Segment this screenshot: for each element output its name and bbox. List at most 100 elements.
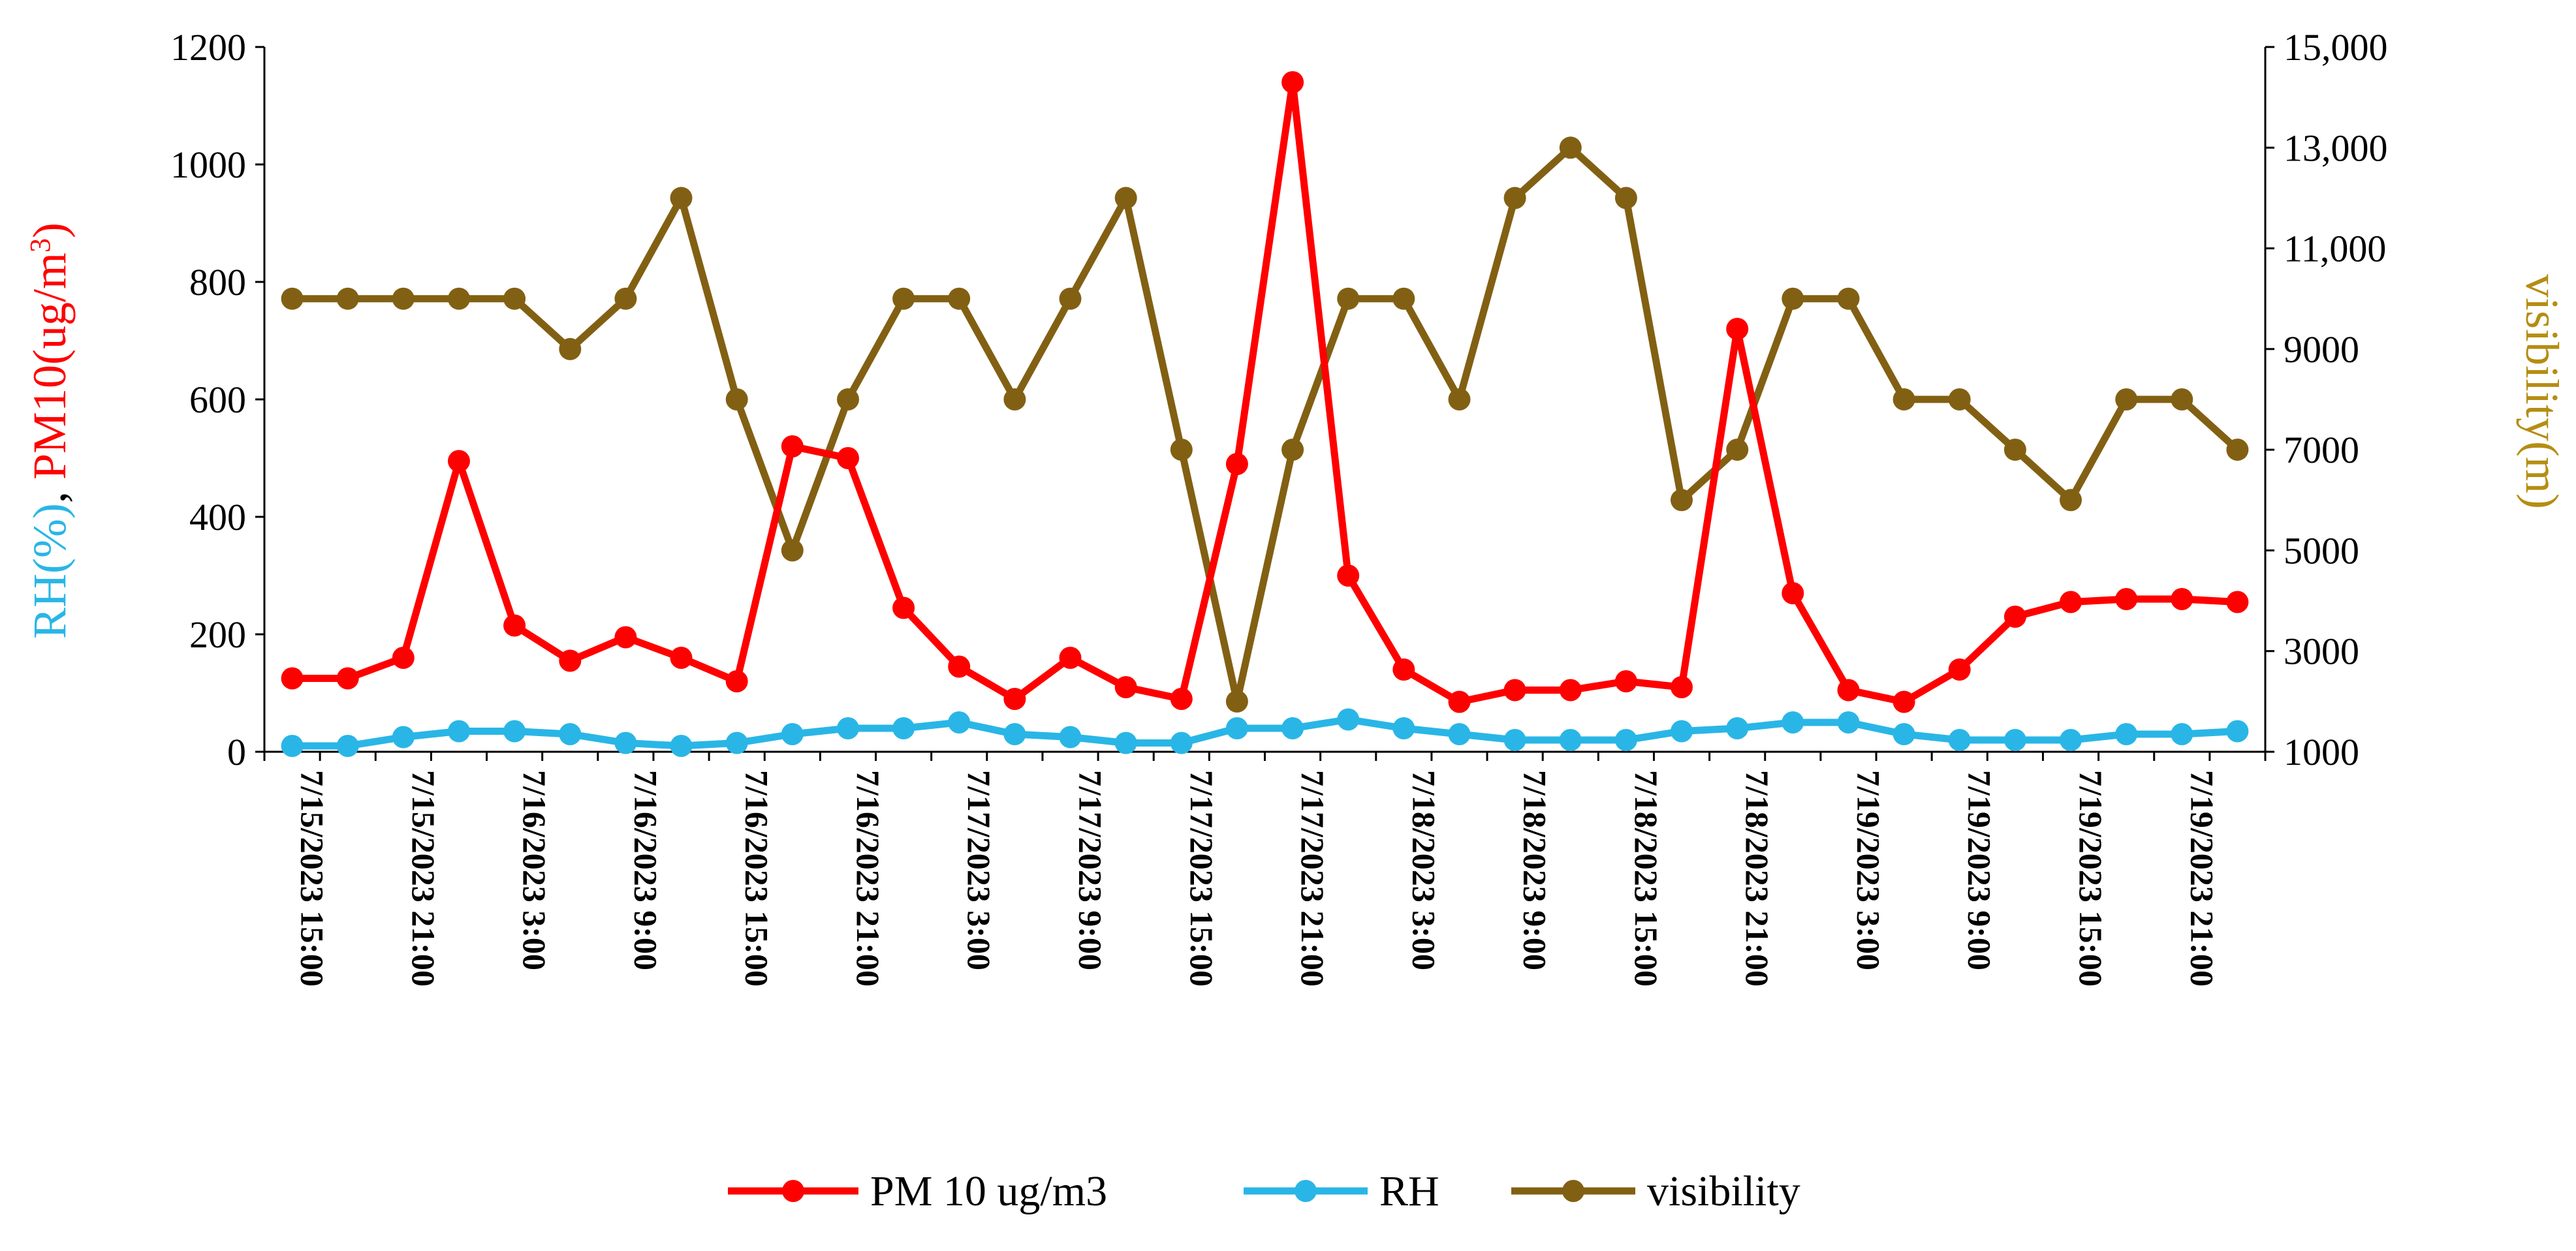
data-point	[1114, 732, 1137, 754]
data-point	[2003, 606, 2026, 628]
data-point	[1337, 287, 1360, 310]
y-right-tick-label: 5000	[2284, 529, 2359, 572]
y-right-tick-label: 9000	[2284, 328, 2359, 371]
data-point	[1726, 717, 1749, 739]
data-point	[614, 626, 637, 649]
data-point	[1614, 670, 1637, 692]
data-point	[2115, 388, 2138, 410]
data-point	[1448, 723, 1471, 745]
x-tick-label: 7/18/2023 3:00	[1406, 770, 1442, 970]
data-point	[1170, 732, 1193, 754]
data-point	[948, 711, 971, 734]
x-tick-label: 7/19/2023 9:00	[1962, 770, 1998, 970]
data-point	[559, 649, 582, 672]
data-point	[2060, 729, 2082, 751]
data-point	[1281, 439, 1304, 461]
data-point	[2115, 588, 2138, 610]
data-point	[1671, 676, 1693, 698]
data-point	[2226, 439, 2249, 461]
y-right-axis-label: visibility(m)	[2516, 274, 2568, 509]
x-tick-labels: 7/15/2023 15:00 7/15/2023 21:00 7/16/2023 …	[294, 770, 2221, 987]
data-point	[837, 447, 859, 469]
y-right-tick-labels: 1000 3000 5000 7000 9000 11,000 13,000 15,000	[2284, 26, 2388, 773]
data-point	[1392, 287, 1415, 310]
data-point	[1225, 690, 1248, 713]
data-point	[1337, 708, 1360, 731]
data-point	[336, 287, 359, 310]
x-tick-label: 7/18/2023 21:00	[1739, 770, 1776, 987]
x-tick-label: 7/17/2023 21:00	[1295, 770, 1331, 987]
data-point	[892, 287, 915, 310]
x-tick-label: 7/16/2023 15:00	[739, 770, 776, 987]
y-left-label-part: ,	[24, 480, 76, 503]
data-point	[1503, 679, 1526, 702]
data-point	[2060, 489, 2082, 512]
data-point	[1782, 711, 1804, 734]
y-left-label-part: PM10(ug/m	[24, 253, 76, 480]
y-left-tick-label: 200	[189, 613, 246, 656]
data-point	[392, 726, 415, 749]
data-point	[1114, 676, 1137, 698]
data-point	[336, 667, 359, 690]
series-line	[292, 716, 2238, 750]
x-tick-label: 7/17/2023 15:00	[1184, 770, 1220, 987]
legend: PM 10 ug/m3 RH visibility	[728, 1167, 1800, 1215]
y-left-tick-label: 800	[189, 261, 246, 303]
data-point	[1559, 136, 1582, 159]
y-left-axis-label: RH(%), PM10(ug/m3)	[24, 223, 76, 639]
data-point	[1225, 453, 1248, 475]
data-point	[670, 735, 693, 757]
x-tick-label: 7/15/2023 21:00	[405, 770, 442, 987]
data-point	[725, 670, 748, 692]
data-point	[1003, 723, 1026, 745]
data-point	[725, 732, 748, 754]
data-point	[448, 720, 470, 743]
data-point	[1893, 388, 1915, 410]
data-point	[948, 287, 971, 310]
data-point	[670, 647, 693, 669]
data-point	[1448, 690, 1471, 713]
data-point	[1671, 720, 1693, 743]
data-point	[281, 287, 304, 310]
data-point	[1059, 647, 1082, 669]
y-left-tick-label: 600	[189, 378, 246, 421]
data-point	[1893, 723, 1915, 745]
data-point	[1782, 287, 1804, 310]
data-point	[2171, 723, 2193, 745]
legend-swatch-marker	[782, 1180, 804, 1202]
data-point	[503, 287, 526, 310]
y-right-tick-label: 11,000	[2284, 228, 2386, 270]
data-point	[1837, 711, 1860, 734]
data-point	[503, 720, 526, 743]
series-line	[292, 78, 2238, 705]
data-point	[559, 337, 582, 360]
data-point	[670, 187, 693, 209]
y-left-label-part: RH(%)	[24, 503, 76, 639]
x-tick-label: 7/19/2023 15:00	[2073, 770, 2109, 987]
legend-item: PM 10 ug/m3	[728, 1167, 1107, 1215]
data-point	[1448, 388, 1471, 410]
legend-label: visibility	[1647, 1167, 1800, 1215]
data-point	[559, 723, 582, 745]
data-point	[1614, 729, 1637, 751]
y-left-tick-label: 0	[227, 731, 246, 773]
legend-label: PM 10 ug/m3	[870, 1167, 1107, 1215]
data-point	[781, 435, 804, 457]
data-point	[892, 596, 915, 619]
data-point	[1837, 287, 1860, 310]
data-point	[1503, 187, 1526, 209]
data-point	[1726, 318, 1749, 340]
data-point	[614, 287, 637, 310]
x-tick-label: 7/16/2023 3:00	[516, 770, 553, 970]
y-right-tick-label: 7000	[2284, 429, 2359, 471]
y-right-tick-label: 1000	[2284, 731, 2359, 773]
data-point	[448, 450, 470, 472]
data-point	[281, 667, 304, 690]
data-point	[2226, 591, 2249, 613]
data-point	[1281, 71, 1304, 93]
data-point	[1837, 679, 1860, 702]
x-tick-label: 7/16/2023 9:00	[627, 770, 664, 970]
data-point	[2226, 720, 2249, 743]
data-point	[1225, 717, 1248, 739]
